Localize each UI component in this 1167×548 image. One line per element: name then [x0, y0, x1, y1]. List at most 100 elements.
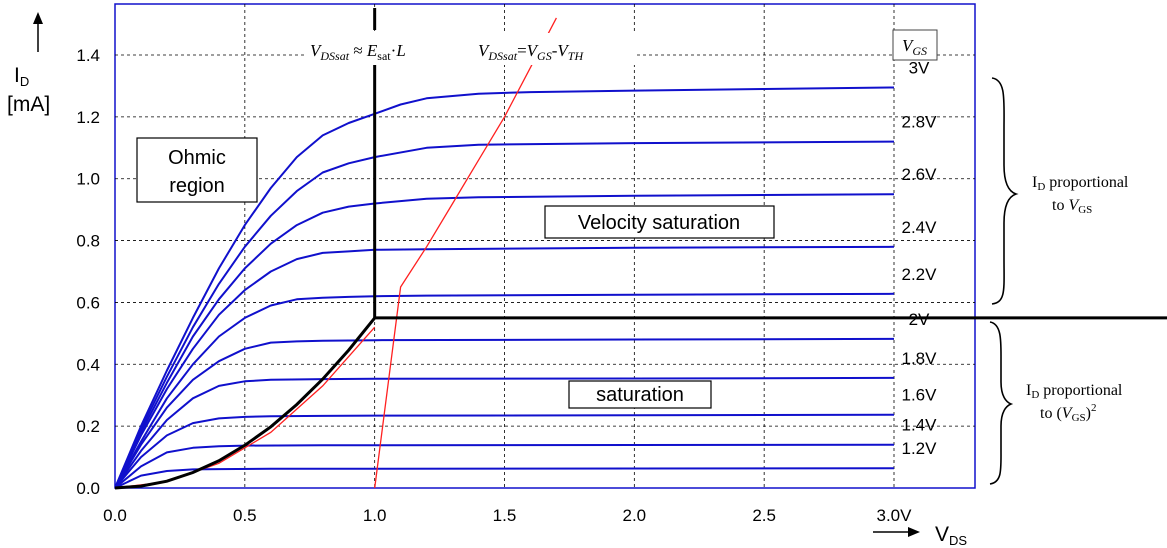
- vgs-label-2.4V: 2.4V: [902, 218, 938, 237]
- x-arrow-head: [908, 527, 920, 537]
- red-boundary-rising: [374, 17, 557, 489]
- series-line-2.8V: [115, 140, 895, 488]
- sat-box: [568, 380, 712, 409]
- x-tick-label-0: 0.0: [103, 506, 127, 525]
- y-tick-label-0: 0.0: [76, 479, 100, 498]
- upper-brace-to: to: [1052, 197, 1068, 214]
- lower-brace-close: ): [1086, 405, 1091, 422]
- eq2-vgs-sub: GS: [537, 49, 552, 63]
- vgs-label-2.6V: 2.6V: [902, 165, 938, 184]
- y-tick-label-2: 0.4: [76, 355, 100, 374]
- upper-brace-i: I: [1032, 174, 1037, 191]
- lower-brace-v: V: [1062, 405, 1074, 422]
- vgs-legend-box: [892, 29, 938, 61]
- series-line-1.8V: [115, 376, 895, 488]
- series-line-1.4V: [115, 443, 895, 488]
- plot-area: [114, 3, 976, 489]
- equation-esat: VDSsat ≈ Esat·L: [310, 41, 406, 63]
- upper-brace-v: V: [1068, 197, 1080, 214]
- series-line-2.2V: [115, 292, 895, 488]
- upper-brace-line2: to VGS: [1052, 197, 1092, 216]
- boundary-lines: [114, 8, 1167, 490]
- eq2-vgs: V: [527, 41, 540, 60]
- lower-brace: ID proportional to (VGS)2: [989, 321, 1123, 485]
- lower-brace-exp: 2: [1091, 402, 1097, 414]
- vgs-legend-title: VGS: [892, 29, 938, 61]
- eq2-v: V: [478, 41, 491, 60]
- lower-brace-line2: to (VGS)2: [1040, 402, 1096, 424]
- eq1-l: L: [395, 41, 405, 60]
- velocity-saturation-box: Velocity saturation: [544, 205, 775, 239]
- series-line-2.6V: [115, 193, 895, 488]
- vgs-label-1.6V: 1.6V: [902, 386, 938, 405]
- eq1-approx: ≈: [349, 41, 367, 60]
- y-label-main: I: [14, 64, 20, 87]
- eq1-e: E: [366, 41, 378, 60]
- saturation-label: saturation: [596, 384, 684, 406]
- lower-brace-line1: ID proportional: [1026, 382, 1123, 401]
- series-line-1.6V: [115, 413, 895, 488]
- x-tick-label-2: 1.0: [363, 506, 387, 525]
- y-tick-label-6: 1.2: [76, 108, 100, 127]
- y-axis-unit: [mA]: [7, 93, 50, 116]
- x-axis-label-text: VDS: [935, 523, 967, 548]
- eq2-vth-sub: TH: [568, 49, 585, 63]
- vgs-label-2.2V: 2.2V: [902, 265, 938, 284]
- y-tick-label-4: 0.8: [76, 232, 100, 251]
- series-line-3V: [115, 86, 895, 488]
- vgs-legend-sub: GS: [912, 44, 927, 58]
- lower-brace-i: I: [1026, 382, 1031, 399]
- y-axis-label: ID [mA]: [7, 12, 50, 116]
- x-tick-label-5: 2.5: [752, 506, 776, 525]
- black-boundary-curve: [114, 316, 376, 490]
- ohmic-line1: Ohmic: [168, 147, 226, 169]
- x-tick-label-1: 0.5: [233, 506, 257, 525]
- x-tick-label-6: 3.0V: [877, 506, 913, 525]
- y-label-sub: D: [20, 74, 29, 89]
- lower-brace-path: [989, 321, 1014, 485]
- lower-brace-to: to (: [1040, 405, 1062, 422]
- series-line-1.2V: [115, 467, 895, 488]
- eq2-minus: -: [552, 41, 558, 60]
- lower-brace-i-sub: D: [1031, 389, 1039, 401]
- upper-brace-i-sub: D: [1037, 181, 1045, 193]
- x-axis-label: VDS: [873, 523, 967, 548]
- vgs-label-2V: 2V: [909, 310, 930, 329]
- lower-brace-rest: proportional: [1039, 382, 1123, 399]
- eq1-sub: DSsat: [319, 49, 349, 63]
- y-tick-label-3: 0.6: [76, 293, 100, 312]
- ohmic-line2: region: [169, 175, 225, 197]
- series-line-2.4V: [115, 245, 895, 488]
- upper-brace: ID proportional to VGS: [991, 77, 1129, 305]
- upper-brace-v-sub: GS: [1078, 204, 1092, 216]
- y-tick-label-5: 1.0: [76, 170, 100, 189]
- y-arrow-head: [33, 12, 43, 24]
- x-label-sub: DS: [949, 533, 967, 548]
- eq2-vth: V: [557, 41, 570, 60]
- vgs-legend-main: V: [902, 36, 915, 55]
- y-tick-label-1: 0.2: [76, 417, 100, 436]
- x-label-main: V: [935, 523, 949, 546]
- equation-vth: VDSsat=VGS-VTH: [478, 41, 584, 63]
- upper-brace-rest: proportional: [1045, 174, 1129, 191]
- vgs-legend-text: VGS: [902, 36, 927, 58]
- x-tick-label-3: 1.5: [493, 506, 517, 525]
- eq2-sub: DSsat: [487, 49, 517, 63]
- eq1-esub: sat: [377, 49, 391, 63]
- series-line-2V: [115, 337, 895, 488]
- ohmic-region-box: Ohmic region: [136, 137, 258, 203]
- vgs-label-1.8V: 1.8V: [902, 349, 938, 368]
- y-tick-label-7: 1.4: [76, 46, 100, 65]
- eq1-v: V: [310, 41, 323, 60]
- saturation-box: saturation: [568, 380, 712, 409]
- velocity-box: [544, 205, 775, 239]
- series-group: [115, 86, 895, 488]
- vgs-labels: 3V 2.8V 2.6V 2.4V 2.2V 2V 1.8V 1.6V 1.4V 1.2V: [902, 58, 938, 458]
- eq1-dot: ·: [391, 41, 397, 60]
- y-axis-ticks: 0.0 0.2 0.4 0.6 0.8 1.0 1.2 1.4: [76, 46, 100, 498]
- vgs-label-2.8V: 2.8V: [902, 113, 938, 132]
- equation-background: [305, 33, 635, 65]
- vgs-label-1.4V: 1.4V: [902, 416, 938, 435]
- vgs-label-1.2V: 1.2V: [902, 439, 938, 458]
